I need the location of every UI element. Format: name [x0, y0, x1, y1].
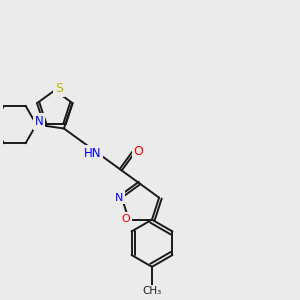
Text: N: N [115, 193, 123, 202]
Text: HN: HN [83, 146, 101, 160]
Text: O: O [122, 214, 130, 224]
Text: N: N [35, 115, 44, 128]
Text: CH₃: CH₃ [142, 286, 162, 296]
Text: O: O [134, 145, 143, 158]
Text: S: S [55, 82, 63, 95]
